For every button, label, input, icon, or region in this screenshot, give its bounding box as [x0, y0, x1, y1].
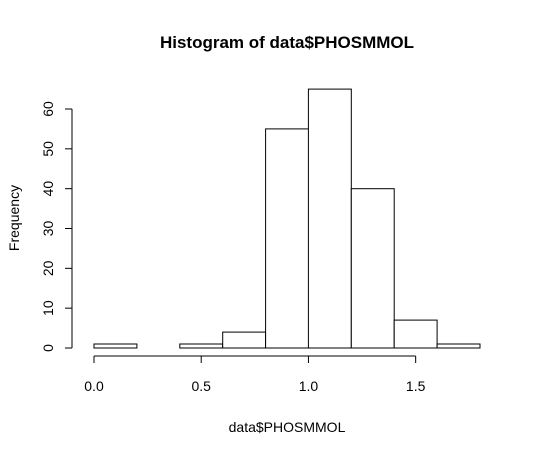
chart-title: Histogram of data$PHOSMMOL	[160, 33, 414, 52]
y-tick-label-2: 20	[40, 260, 56, 276]
histogram-bar-2	[179, 343, 224, 349]
histogram-bar-7	[393, 319, 438, 349]
histogram-bar-3	[222, 331, 267, 349]
y-axis: 0 10 20 30 40 50 60	[40, 101, 73, 352]
histogram-bar-8	[436, 343, 481, 349]
x-tick-label-3: 1.5	[406, 378, 426, 394]
y-tick-label-5: 50	[40, 141, 56, 157]
y-tick-label-1: 10	[40, 300, 56, 316]
histogram-bar-0	[93, 343, 138, 349]
x-tick-label-0: 0.0	[84, 378, 104, 394]
x-axis-label: data$PHOSMMOL	[229, 419, 346, 435]
histogram-bar-4	[265, 128, 310, 349]
y-tick-label-3: 30	[40, 221, 56, 237]
x-axis: 0.0 0.5 1.0 1.5	[84, 355, 426, 394]
y-tick-label-4: 40	[40, 181, 56, 197]
bars-group	[93, 88, 481, 349]
y-tick-label-0: 0	[40, 344, 56, 352]
histogram-bar-6	[350, 188, 395, 349]
x-tick-label-2: 1.0	[299, 378, 319, 394]
x-tick-label-1: 0.5	[191, 378, 211, 394]
y-axis-label: Frequency	[6, 185, 22, 251]
y-tick-label-6: 60	[40, 101, 56, 117]
histogram-bar-5	[307, 88, 352, 349]
